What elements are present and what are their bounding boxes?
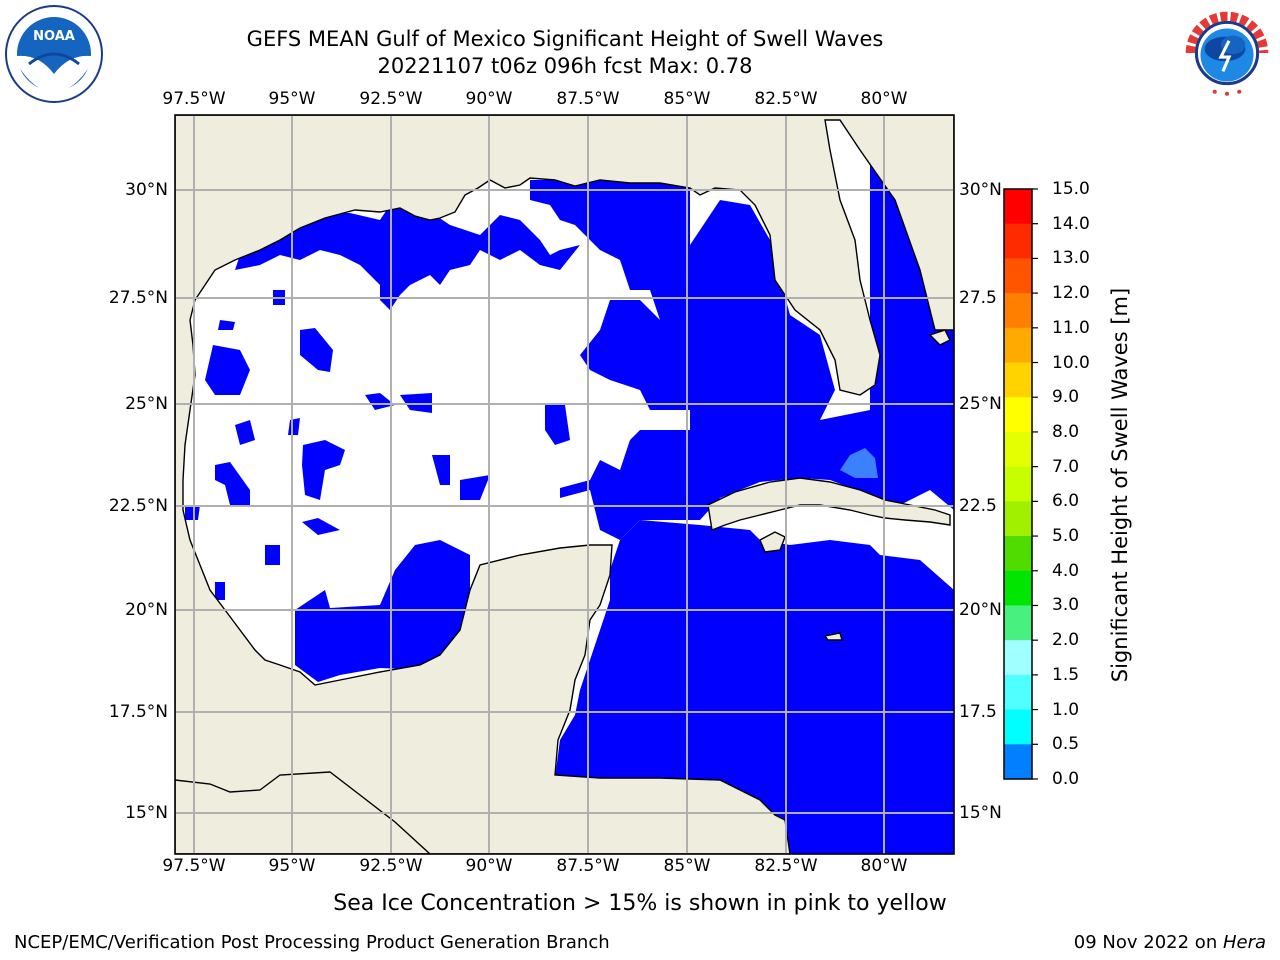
lat-label-right: 20°N	[959, 600, 1002, 620]
footer-credit: NCEP/EMC/Verification Post Processing Pr…	[14, 932, 610, 953]
colorbar-tick-label: 3.0	[1052, 595, 1080, 616]
title-line-2: 20221107 t06z 096h fcst Max: 0.78	[377, 54, 753, 78]
lon-label-bottom: 90°W	[465, 856, 513, 876]
colorbar-frame	[1003, 188, 1033, 780]
land-north-america	[175, 115, 954, 854]
colorbar-band	[1004, 189, 1032, 225]
colorbar-tick-label: 1.5	[1052, 664, 1080, 685]
map-frame	[174, 114, 955, 855]
lon-label-top: 97.5°W	[162, 89, 226, 109]
chart-title: GEFS MEAN Gulf of Mexico Significant Hei…	[130, 26, 1000, 80]
colorbar-tick-label: 14.0	[1052, 213, 1090, 234]
colorbar-tick-label: 12.0	[1052, 283, 1090, 304]
lat-label-left: 15°N	[125, 803, 168, 823]
lon-label-bottom: 95°W	[268, 856, 316, 876]
colorbar-label: Significant Height of Swell Waves [m]	[1108, 287, 1132, 683]
lon-label-top: 85°W	[663, 89, 711, 109]
colorbar-tick-label: 2.0	[1052, 630, 1080, 651]
land-cuba	[707, 477, 951, 531]
colorbar-tick-label: 6.0	[1052, 491, 1080, 512]
colorbar-tick-label: 1.0	[1052, 699, 1080, 720]
colorbar-tick-label: 13.0	[1052, 248, 1090, 269]
colorbar-tick-label: 0.0	[1052, 769, 1080, 789]
lon-label-top: 82.5°W	[754, 89, 818, 109]
lon-label-top: 92.5°W	[359, 89, 423, 109]
lat-label-right: 30°N	[959, 180, 1002, 200]
colorbar-band	[1004, 674, 1032, 711]
lon-label-top: 95°W	[268, 89, 316, 109]
lat-label-right: 22.5	[959, 496, 997, 516]
lat-label-left: 17.5°N	[108, 702, 168, 722]
colorbar-band	[1004, 258, 1032, 294]
map-grid	[175, 115, 954, 854]
lat-label-left: 27.5°N	[108, 288, 168, 308]
colorbar-band	[1004, 605, 1032, 641]
lon-label-bottom: 80°W	[860, 856, 908, 876]
colorbar-band	[1004, 570, 1032, 606]
colorbar-tick-label: 10.0	[1052, 352, 1090, 373]
colorbar-tick-label: 11.0	[1052, 317, 1090, 338]
colorbar-tick-label: 8.0	[1052, 421, 1080, 442]
land-bahamas	[928, 329, 951, 346]
lat-label-right: 15°N	[959, 803, 1002, 823]
lat-label-right: 25°N	[959, 394, 1002, 414]
noaa-logo-text: NOAA	[33, 29, 75, 44]
lat-label-left: 22.5°N	[108, 496, 168, 516]
sea-ice-note: Sea Ice Concentration > 15% is shown in …	[333, 891, 947, 916]
colorbar-band	[1004, 709, 1032, 745]
colorbar-tick-label: 0.5	[1052, 734, 1080, 755]
colorbar	[1003, 188, 1038, 780]
lon-label-top: 87.5°W	[556, 89, 620, 109]
lon-label-bottom: 87.5°W	[556, 856, 620, 876]
colorbar-tick-label: 9.0	[1052, 387, 1080, 408]
lat-label-right: 27.5	[959, 288, 997, 308]
national-weather-service-logo	[1178, 4, 1276, 102]
colorbar-band	[1004, 327, 1032, 364]
colorbar-band	[1004, 501, 1032, 537]
land-jamaica-fragment	[823, 632, 843, 641]
lat-label-left: 20°N	[125, 600, 168, 620]
footer-date: 09 Nov 2022 on Hera	[1074, 932, 1266, 954]
colorbar-band	[1004, 466, 1032, 502]
lon-label-bottom: 97.5°W	[162, 856, 226, 876]
colorbar-band	[1004, 293, 1032, 329]
land-isla-de-la-juventud	[759, 531, 786, 553]
colorbar-tick-label: 7.0	[1052, 456, 1080, 477]
lon-label-top: 80°W	[860, 89, 908, 109]
colorbar-band	[1004, 362, 1032, 398]
land-masses	[175, 115, 954, 854]
lon-label-bottom: 92.5°W	[359, 856, 423, 876]
cuba-swell-patch	[840, 448, 878, 478]
lon-label-top: 90°W	[465, 89, 513, 109]
footer-host: Hera	[1222, 932, 1266, 953]
colorbar-tick-label: 15.0	[1052, 179, 1090, 199]
colorbar-band	[1004, 223, 1032, 259]
colorbar-band	[1004, 431, 1032, 468]
colorbar-band	[1004, 397, 1032, 433]
lat-label-right: 17.5	[959, 702, 997, 722]
colorbar-band	[1004, 536, 1032, 572]
lon-label-bottom: 82.5°W	[754, 856, 818, 876]
colorbar-tick-label: 4.0	[1052, 560, 1080, 581]
lon-label-bottom: 85°W	[663, 856, 711, 876]
lat-label-left: 30°N	[125, 180, 168, 200]
title-line-1: GEFS MEAN Gulf of Mexico Significant Hei…	[246, 27, 884, 51]
footer-date-text: 09 Nov 2022 on	[1073, 932, 1223, 953]
colorbar-tick-label: 5.0	[1052, 526, 1080, 547]
noaa-logo: NOAA	[5, 5, 103, 103]
lat-label-left: 25°N	[125, 394, 168, 414]
colorbar-band	[1004, 640, 1032, 676]
colorbar-band	[1004, 744, 1032, 780]
